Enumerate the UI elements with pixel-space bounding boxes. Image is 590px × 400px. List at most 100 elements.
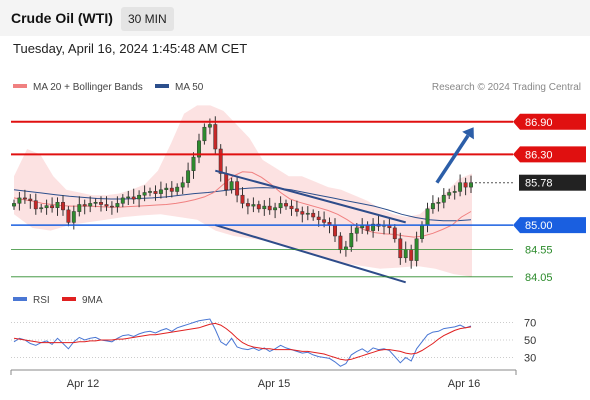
ma20-legend-label: MA 20 + Bollinger Bands	[33, 82, 143, 93]
projection-arrow-head	[462, 127, 474, 140]
candle-body	[333, 224, 337, 237]
ma50-legend-label: MA 50	[175, 82, 204, 93]
candle-body	[273, 207, 278, 211]
candle-body	[169, 187, 174, 192]
candle-body	[202, 126, 207, 142]
candle-body	[12, 203, 16, 207]
x-tick-apr-16: Apr 16	[448, 378, 480, 390]
candle-body	[180, 182, 185, 188]
candle-body	[213, 124, 218, 150]
candle-body	[245, 203, 250, 207]
candle-body	[371, 223, 376, 231]
candle-body	[77, 204, 82, 212]
rsi-tick-50: 50	[524, 335, 536, 347]
price-panel	[12, 105, 473, 284]
interval-button[interactable]: 30 MIN	[121, 7, 174, 31]
rsi-line	[13, 318, 472, 367]
candle-body	[262, 205, 267, 210]
level-86-90-label: 86.90	[525, 117, 553, 129]
candle-body	[33, 200, 38, 210]
level-85-00-tag	[513, 217, 586, 234]
candle-body	[218, 148, 223, 174]
ma20-legend-swatch	[13, 84, 27, 88]
candle-body	[240, 194, 245, 204]
level-85-78-tag	[519, 174, 586, 191]
candle-body	[289, 205, 294, 210]
price-levels: 86.90 86.30 85.78 85.00 84.55 84.05	[11, 113, 586, 284]
rsi-legend-swatch	[13, 297, 27, 301]
candle-body	[131, 196, 136, 200]
candle-body	[153, 191, 158, 194]
rsi-tick-70: 70	[524, 318, 536, 330]
candle-body	[17, 197, 22, 204]
candle-body	[22, 197, 27, 200]
candle-body	[322, 219, 327, 223]
candle-body	[267, 205, 272, 211]
candle-body	[430, 203, 435, 210]
header-bar: Crude Oil (WTI) 30 MIN	[0, 0, 590, 36]
candle-body	[436, 202, 441, 204]
candle-body	[311, 212, 316, 218]
ma50-legend-swatch	[155, 84, 169, 88]
channel-lower-trendline	[215, 224, 406, 284]
credit-text: Research © 2024 Trading Central	[432, 82, 581, 93]
candle-body	[316, 216, 321, 220]
level-84-05-label: 84.05	[525, 272, 553, 284]
candle-body	[164, 187, 169, 190]
candle-body	[256, 204, 261, 210]
candle-body	[82, 204, 87, 207]
x-tick-apr-15: Apr 15	[258, 378, 290, 390]
candle-body	[99, 202, 103, 205]
candle-body	[354, 227, 359, 234]
time-axis: Apr 12 Apr 15 Apr 16	[10, 369, 517, 390]
candle-body	[294, 208, 299, 212]
candle-body	[447, 192, 452, 196]
candle-body	[229, 181, 234, 191]
candle-body	[235, 181, 240, 196]
candle-body	[175, 186, 180, 192]
candle-body	[61, 202, 65, 211]
candle-body	[109, 205, 114, 208]
ma9-legend-label: 9MA	[82, 295, 103, 306]
candle-body	[343, 246, 348, 250]
instrument-title: Crude Oil (WTI)	[11, 10, 113, 26]
candle-body	[207, 124, 212, 128]
candle-body	[142, 192, 147, 196]
level-86-90-tag	[513, 113, 586, 130]
candle-body	[104, 204, 109, 207]
candle-body	[398, 238, 403, 259]
candle-body	[50, 205, 55, 209]
candle-body	[469, 182, 473, 188]
candle-body	[148, 191, 152, 193]
candle-body	[420, 224, 424, 239]
candle-body	[463, 182, 468, 188]
candle-body	[158, 189, 163, 194]
candle-body	[93, 202, 98, 204]
candle-body	[28, 198, 33, 201]
candle-body	[186, 170, 191, 183]
candle-body	[44, 205, 49, 209]
candle-body	[458, 182, 463, 192]
candle-body	[251, 204, 256, 207]
rsi-panel: 70 50 30	[11, 318, 536, 367]
rsi-legend-label: RSI	[33, 295, 50, 306]
candle-body	[441, 194, 446, 203]
candle-body	[425, 208, 430, 226]
level-85-00-label: 85.00	[525, 220, 553, 232]
candle-body	[88, 203, 93, 207]
candle-body	[126, 196, 131, 199]
candle-body	[137, 194, 142, 200]
candle-body	[349, 233, 354, 248]
candle-body	[305, 212, 310, 215]
level-84-55-label: 84.55	[525, 245, 553, 257]
candle-body	[224, 173, 229, 191]
candle-body	[300, 211, 305, 215]
candle-body	[55, 202, 60, 208]
candle-body	[197, 140, 201, 158]
candle-body	[403, 249, 408, 259]
rsi-ma9-line	[13, 322, 472, 361]
candle-body	[39, 207, 44, 210]
candle-body	[409, 249, 414, 261]
candle-body	[115, 203, 120, 207]
